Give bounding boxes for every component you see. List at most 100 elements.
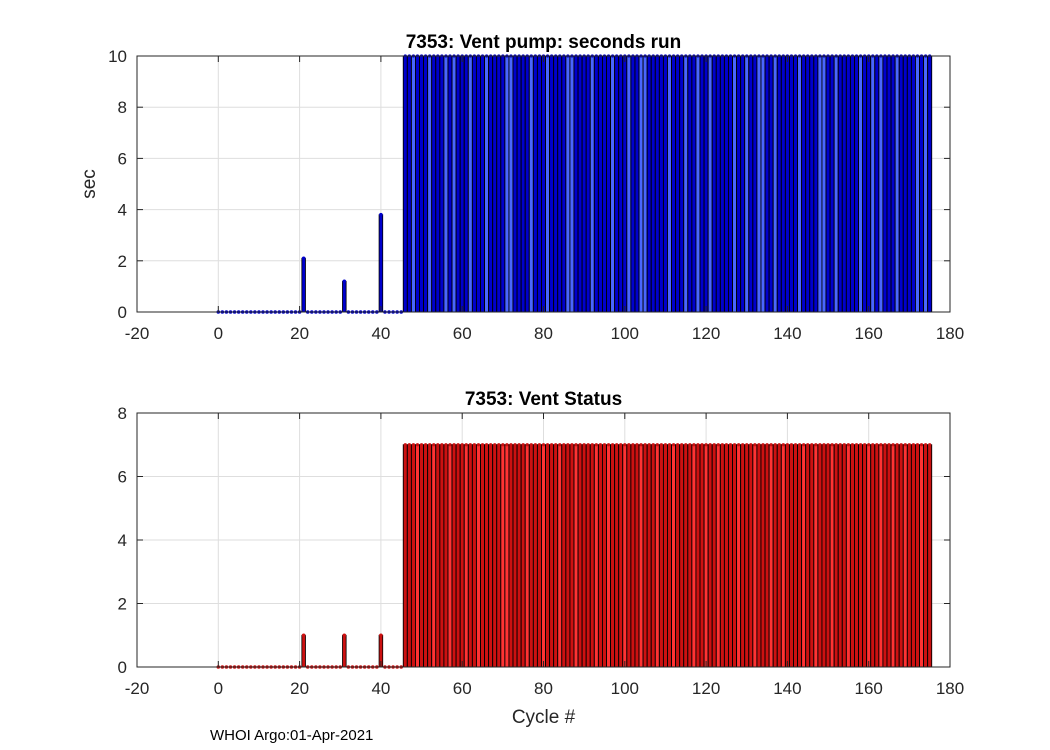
panel2-bar-cycle-81 — [545, 444, 551, 668]
panel1-bar-cycle-125 — [723, 55, 729, 313]
panel1-bar-cycle-105 — [642, 55, 648, 313]
panel1-x-tick-label: 0 — [214, 324, 223, 343]
panel2-bar-cycle-61 — [463, 444, 469, 668]
panel2-bar-top-point — [692, 443, 696, 447]
panel1-bar-cycle-132 — [752, 55, 758, 313]
panel2-x-tick-label: 120 — [692, 679, 720, 698]
panel1-bar-cycle-72 — [508, 55, 514, 313]
panel1-bar-cycle-46 — [402, 55, 408, 313]
panel1-bar-cycle-98 — [614, 55, 620, 313]
panel2-bar-cycle-94 — [597, 444, 603, 668]
panel2-bar-top-point — [529, 443, 533, 447]
panel2-bar-top-point — [602, 443, 607, 447]
panel1-bar-cycle-79 — [536, 55, 542, 313]
panel2-bar-cycle-136 — [768, 444, 774, 668]
panel1-bar-cycle-80 — [541, 55, 546, 313]
panel2-bar-cycle-121 — [707, 444, 713, 668]
panel1-bar-cycle-53 — [431, 55, 437, 313]
panel2-bar-top-point — [509, 443, 513, 447]
panel1-bar-cycle-107 — [650, 55, 656, 313]
panel1-bar-cycle-84 — [557, 55, 563, 313]
panel2-bar-top-point — [651, 443, 655, 447]
panel1-bar-cycle-141 — [788, 55, 794, 313]
panel2-bar-top-point — [765, 443, 769, 447]
panel1-spike-bar — [342, 280, 347, 313]
panel2-bar-cycle-139 — [780, 444, 786, 668]
panel1-bar-cycle-103 — [634, 55, 640, 313]
panel2-bar-top-point — [676, 443, 680, 447]
panel2-bar-cycle-131 — [748, 444, 754, 668]
panel2-bar-cycle-69 — [496, 444, 502, 668]
panel1-bar-cycle-75 — [520, 55, 526, 313]
panel2-bar-top-point — [432, 443, 436, 447]
panel2-bar-cycle-123 — [715, 444, 721, 668]
panel1-bar-cycle-91 — [585, 55, 591, 313]
panel2-bar-cycle-134 — [760, 444, 766, 668]
panel2-bar-top-point — [895, 443, 899, 447]
panel2-bar-top-point — [858, 443, 863, 447]
panel2-bar-top-point — [468, 443, 472, 447]
panel1-bar-cycle-159 — [862, 55, 868, 313]
panel1-bar-cycle-108 — [654, 55, 660, 313]
panel2-bar-cycle-140 — [784, 444, 790, 668]
panel2-spike-point — [379, 633, 383, 638]
panel1-bar-cycle-102 — [630, 55, 636, 313]
panel2-bar-top-point — [708, 443, 712, 447]
panel2-bar-top-point — [789, 443, 794, 447]
panel2-bar-cycle-162 — [874, 444, 880, 668]
panel2-bar-top-point — [403, 443, 407, 447]
panel1-bar-cycle-67 — [488, 55, 494, 313]
panel2-bar-cycle-122 — [711, 444, 717, 668]
panel2-bar-top-point — [497, 443, 501, 447]
panel1-bar-cycle-129 — [740, 55, 746, 313]
panel2-bar-top-point — [745, 443, 749, 447]
panel2-bar-cycle-145 — [805, 444, 811, 668]
panel2-bar-top-point — [623, 443, 627, 447]
panel2-bar-top-point — [883, 443, 887, 447]
panel2-bar-cycle-104 — [638, 444, 644, 668]
panel2-bar-top-point — [830, 443, 834, 447]
panel2-bar-cycle-154 — [841, 444, 847, 668]
panel2-bar-top-point — [781, 443, 785, 447]
panel2-bar-top-point — [566, 443, 570, 447]
panel2-bar-cycle-75 — [520, 444, 526, 668]
panel2-bar-top-point — [903, 443, 907, 447]
panel1-y-tick-label: 6 — [118, 149, 127, 168]
panel2-bar-top-point — [521, 443, 525, 447]
panel2-bar-top-point — [550, 443, 554, 447]
panel2-bar-cycle-62 — [467, 444, 473, 668]
panel2-bar-cycle-117 — [691, 444, 697, 668]
panel2-bar-top-point — [814, 443, 818, 447]
panel2-bar-top-point — [826, 443, 830, 447]
panel2-bar-cycle-67 — [488, 444, 494, 668]
panel2-bar-top-point — [598, 443, 603, 447]
panel2-bar-cycle-66 — [484, 444, 490, 668]
panel1-bar-cycle-150 — [825, 55, 831, 313]
panel2-y-tick-label: 8 — [118, 404, 127, 423]
panel2-bar-top-point — [407, 443, 411, 447]
panel2-bar-cycle-74 — [516, 444, 522, 668]
panel2-bar-top-point — [716, 443, 720, 447]
panel2-bar-cycle-164 — [882, 444, 888, 668]
panel2-bar-top-point — [867, 443, 871, 447]
panel2-bar-cycle-63 — [471, 444, 477, 668]
panel2-bar-cycle-118 — [695, 444, 701, 668]
panel2-bar-top-point — [797, 443, 802, 447]
panel1-bar-cycle-122 — [711, 55, 717, 313]
panel1-bar-cycle-110 — [662, 55, 668, 313]
panel1-x-tick-label: 140 — [773, 324, 801, 343]
panel2-bar-cycle-87 — [569, 444, 575, 668]
panel2-bar-cycle-175 — [927, 444, 933, 668]
panel2-bar-top-point — [615, 443, 619, 447]
panel2-bar-top-point — [761, 443, 765, 447]
panel2-bar-top-point — [537, 443, 542, 447]
panel1-bar-cycle-70 — [500, 55, 506, 313]
panel1-bar-cycle-88 — [573, 55, 579, 313]
panel2-bar-cycle-102 — [630, 444, 636, 668]
panel2-bar-cycle-84 — [557, 444, 563, 668]
panel1-bar-cycle-94 — [597, 55, 603, 313]
panel2-bar-top-point — [785, 443, 790, 447]
panel2-bar-cycle-108 — [654, 444, 660, 668]
panel1-bar-cycle-149 — [821, 55, 827, 313]
